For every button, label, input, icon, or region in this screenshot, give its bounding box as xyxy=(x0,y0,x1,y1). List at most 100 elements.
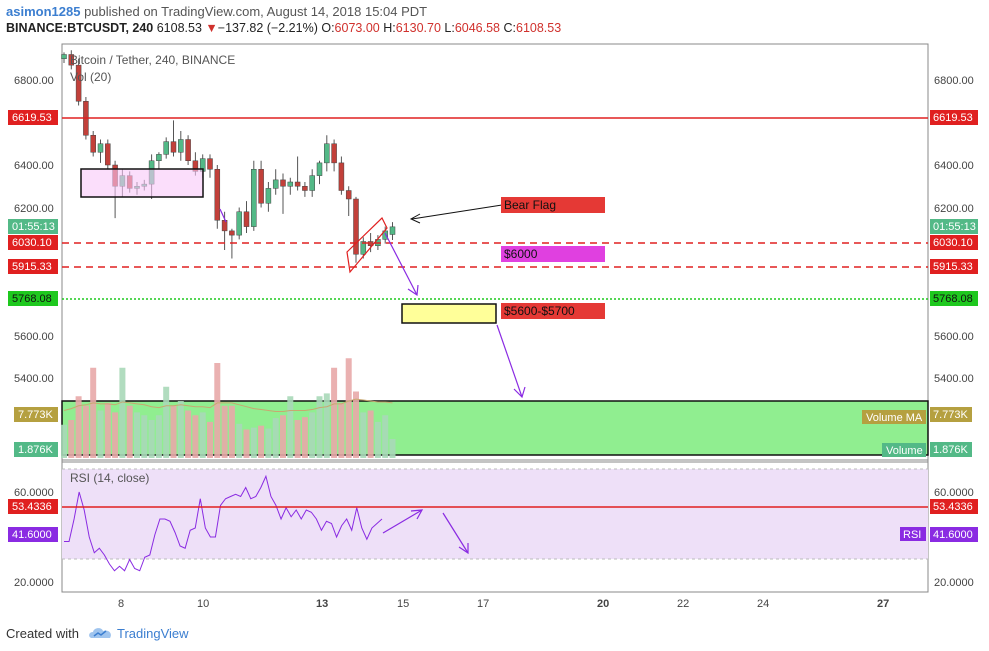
x-tick-10: 10 xyxy=(197,598,209,610)
tag-left-vol-bg xyxy=(14,442,58,457)
candle-body[interactable] xyxy=(272,179,279,189)
candle-body[interactable] xyxy=(345,190,352,200)
six-k-label[interactable]: $6000 xyxy=(504,247,538,261)
candle-body[interactable] xyxy=(302,186,308,191)
low-value: 6046.58 xyxy=(454,21,501,35)
volume-bar xyxy=(236,423,243,458)
low-label: L: xyxy=(444,21,455,35)
candle-body[interactable] xyxy=(185,139,191,161)
six-k-label-bg xyxy=(501,246,605,262)
candle-body[interactable] xyxy=(236,211,242,236)
volume-bar xyxy=(367,410,374,458)
candle-body[interactable] xyxy=(353,198,359,255)
down-arrow-icon: ▼ xyxy=(205,21,218,35)
candle-body[interactable] xyxy=(243,211,250,227)
volume-bar xyxy=(97,410,104,458)
candle-body[interactable] xyxy=(75,64,82,102)
tag-right-volma: 7.773K xyxy=(933,409,969,421)
bear-flag-label[interactable]: Bear Flag xyxy=(504,198,556,212)
candle-body[interactable] xyxy=(163,141,169,155)
target-label[interactable]: $5600-$5700 xyxy=(504,304,575,318)
candle-body[interactable] xyxy=(105,143,111,166)
tick-left-20: 20.0000 xyxy=(14,577,54,589)
tag-left-5915: 5915.33 xyxy=(12,261,52,273)
rsi-legend: RSI (14, close) xyxy=(70,471,149,485)
candle-body[interactable] xyxy=(316,162,323,176)
tick-right-5600: 5600.00 xyxy=(934,331,974,343)
volume-bar xyxy=(353,391,359,458)
tag-right-6030-bg xyxy=(930,235,978,250)
candle-body[interactable] xyxy=(90,135,96,153)
tag-right-5915: 5915.33 xyxy=(933,261,973,273)
volume-bar xyxy=(177,401,184,458)
x-tick-8: 8 xyxy=(118,598,124,610)
bear-flag-shape[interactable] xyxy=(346,216,388,274)
candle-body[interactable] xyxy=(265,188,272,204)
candle-body[interactable] xyxy=(251,169,257,227)
candle-body[interactable] xyxy=(309,175,315,191)
tag-right-volma-bg xyxy=(930,407,972,422)
candle-body[interactable] xyxy=(360,241,367,255)
tick-left-5600: 5600.00 xyxy=(14,331,54,343)
candle-body[interactable] xyxy=(229,230,235,236)
volume-bar xyxy=(199,412,206,458)
tick-right-5400: 5400.00 xyxy=(934,373,974,385)
candle-body[interactable] xyxy=(207,158,213,170)
consolidation-box[interactable] xyxy=(80,168,204,198)
candle-body[interactable] xyxy=(294,181,301,187)
volume-bar xyxy=(68,420,75,458)
rsi-line xyxy=(64,474,383,572)
candle-body[interactable] xyxy=(170,141,177,153)
target-box[interactable] xyxy=(401,303,497,324)
chart-title: Bitcoin / Tether, 240, BINANCE xyxy=(70,53,235,67)
candle-body[interactable] xyxy=(214,169,221,221)
volume-bar xyxy=(316,396,323,458)
chart-area[interactable]: Bear Flag $6000 $5600-$5700 Bitcoin / Te… xyxy=(0,42,989,620)
volume-bar xyxy=(250,427,257,458)
candle-body[interactable] xyxy=(61,54,67,59)
close-value: 6108.53 xyxy=(516,21,562,35)
rsi-tag-bg xyxy=(900,527,926,541)
volume-bar xyxy=(112,412,119,458)
close-label: C: xyxy=(503,21,517,35)
volume-bar xyxy=(338,402,345,458)
tick-left-5400: 5400.00 xyxy=(14,373,54,385)
author-link[interactable]: asimon1285 xyxy=(6,4,81,19)
candle-body[interactable] xyxy=(338,162,345,191)
volume-bar xyxy=(389,439,396,458)
volume-bar xyxy=(61,424,67,458)
tag-right-vol-bg xyxy=(930,442,972,457)
volume-tag-bg xyxy=(882,443,926,457)
candle-body[interactable] xyxy=(97,143,104,153)
projection-arrow-2 xyxy=(496,324,523,398)
volume-bar xyxy=(170,405,177,458)
candle-body[interactable] xyxy=(156,154,162,161)
candle-body[interactable] xyxy=(287,181,294,187)
candle-body[interactable] xyxy=(331,143,337,164)
candle-body[interactable] xyxy=(324,143,330,164)
right-price-tags: 6619.53 01:55:13 6030.10 5915.33 5768.08… xyxy=(930,110,978,542)
projection-arrow-1 xyxy=(384,232,418,296)
tag-left-5915-bg xyxy=(8,259,58,274)
candle-body[interactable] xyxy=(389,226,396,235)
tag-left-vol: 1.876K xyxy=(18,444,54,456)
tradingview-cloud-icon[interactable] xyxy=(88,626,114,640)
volume-bar xyxy=(345,358,352,458)
bear-flag-pointer-head xyxy=(409,213,421,224)
tag-left-time: 01:55:13 xyxy=(12,221,55,233)
candle-body[interactable] xyxy=(258,169,264,204)
tradingview-link[interactable]: TradingView xyxy=(117,626,189,641)
created-with: Created with xyxy=(6,626,79,641)
volume-bar xyxy=(265,428,272,458)
footer: Created with TradingView xyxy=(0,620,989,651)
chart-svg[interactable]: Bear Flag $6000 $5600-$5700 Bitcoin / Te… xyxy=(0,42,989,620)
tick-right-6200: 6200.00 xyxy=(934,203,974,215)
open-label: O: xyxy=(321,21,335,35)
tag-right-time-bg xyxy=(930,219,978,234)
price-change: −137.82 (−2.21%) xyxy=(217,21,318,35)
volume-bar xyxy=(374,421,381,458)
candle-body[interactable] xyxy=(178,139,184,153)
candle-body[interactable] xyxy=(280,179,286,187)
candle-body[interactable] xyxy=(221,220,228,232)
candle-body[interactable] xyxy=(68,54,75,66)
